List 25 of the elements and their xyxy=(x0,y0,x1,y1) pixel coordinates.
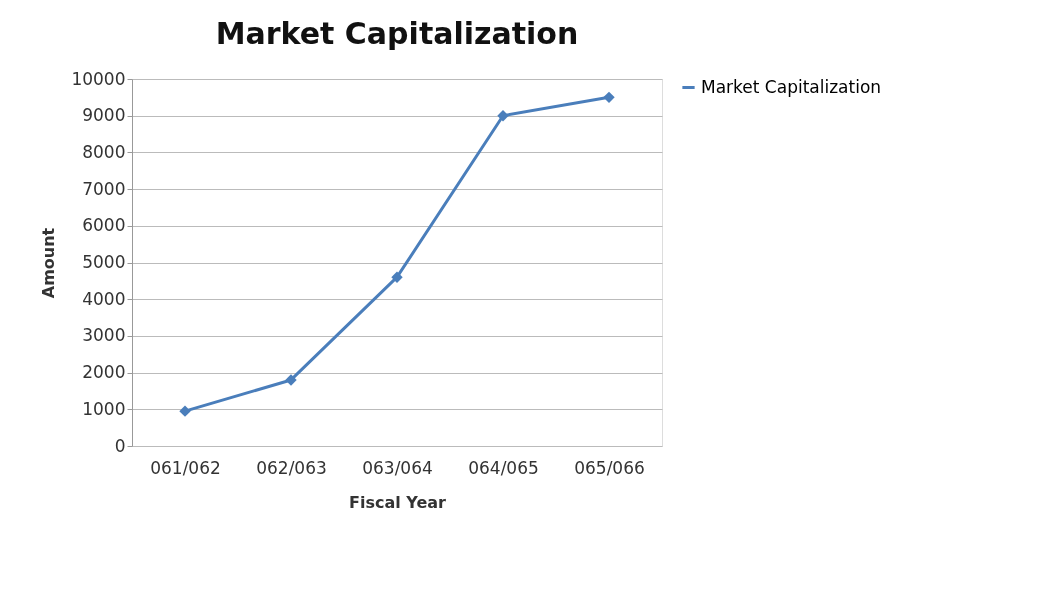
point xyxy=(285,374,297,386)
x-tick-label: 063/064 xyxy=(362,457,433,478)
y-tick-label: 4000 xyxy=(82,288,126,309)
point xyxy=(391,271,403,283)
x-tick-label: 062/063 xyxy=(256,457,327,478)
x-axis-title: Fiscal Year xyxy=(349,492,447,512)
x-tick-label: 065/066 xyxy=(574,457,645,478)
y-tick-label: 7000 xyxy=(82,178,126,199)
point xyxy=(603,91,615,104)
y-tick-label: 9000 xyxy=(82,105,126,126)
y-axis-title: Amount xyxy=(39,227,59,299)
y-tick-label: 3000 xyxy=(82,325,126,346)
chart-title: Market Capitalization xyxy=(215,16,579,51)
y-tick-label: 0 xyxy=(114,435,126,456)
x-tick-label: 061/062 xyxy=(150,457,221,478)
y-tick-label: 8000 xyxy=(82,141,126,162)
y-tick-label: 10000 xyxy=(71,68,126,89)
point xyxy=(497,110,509,122)
y-tick-label: 5000 xyxy=(82,252,126,272)
y-tick-label: 2000 xyxy=(82,362,126,383)
y-tick-label: 1000 xyxy=(82,398,126,419)
y-tick-label: 6000 xyxy=(82,215,126,236)
point xyxy=(179,405,191,417)
x-tick-label: 064/065 xyxy=(468,457,539,478)
legend-label: Market Capitalization xyxy=(701,76,882,97)
